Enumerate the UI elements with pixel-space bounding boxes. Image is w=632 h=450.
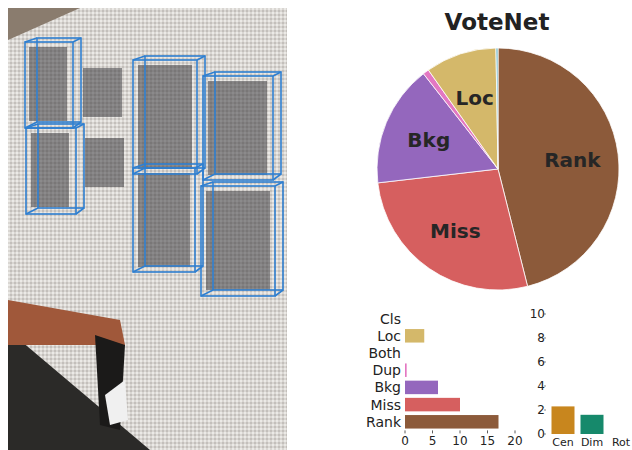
tick: [432, 430, 433, 433]
box: [215, 72, 281, 174]
box: [203, 76, 273, 180]
box: [133, 168, 195, 272]
tick-label: 6: [537, 355, 545, 369]
bar: [405, 415, 499, 429]
frame: [83, 68, 122, 117]
box: [213, 182, 283, 290]
category-label: Cls: [380, 311, 401, 327]
scene-image: [8, 8, 287, 450]
category-label: Cen: [552, 436, 573, 449]
bar: [581, 415, 604, 434]
frame: [138, 173, 190, 267]
box: [133, 60, 197, 174]
frame: [138, 65, 192, 169]
box: [145, 56, 205, 168]
bar: [405, 398, 460, 412]
box: [37, 38, 81, 122]
box-edge: [25, 38, 81, 128]
tick-label: 2: [537, 403, 545, 417]
tick: [487, 430, 488, 433]
bar: [405, 381, 438, 395]
box-edge: [26, 124, 84, 214]
bench: [8, 300, 125, 345]
frame: [85, 138, 124, 187]
bar: [405, 312, 406, 326]
tick-label: 15: [480, 434, 495, 448]
tick-label: 20: [507, 434, 522, 448]
floor-patch: [105, 380, 128, 425]
frame: [31, 133, 69, 207]
category-label: Loc: [377, 328, 401, 344]
box-edge: [203, 72, 281, 180]
box-edge: [133, 56, 205, 174]
bar: [552, 406, 575, 434]
tick-label: 4: [537, 379, 545, 393]
ceiling: [8, 8, 80, 40]
category-label: Rank: [366, 414, 402, 430]
wall: [8, 8, 287, 450]
bar: [405, 346, 406, 360]
title: VoteNet: [445, 9, 550, 35]
bars: [405, 329, 499, 429]
slice: [496, 48, 498, 169]
slice: [378, 169, 528, 290]
tick-label: 0: [401, 434, 409, 448]
slice-label: Rank: [544, 148, 601, 172]
bar: [405, 329, 424, 343]
scene-bg: [8, 8, 287, 450]
tick-label: 5: [429, 434, 437, 448]
tick: [460, 430, 461, 433]
tick: [405, 430, 406, 433]
box-edge: [201, 182, 283, 296]
tick-label: 10: [452, 434, 467, 448]
category-label: Dup: [372, 362, 401, 378]
frame: [206, 191, 270, 290]
box-edge: [133, 164, 203, 272]
vbar-chart: Cen Dim Rot 0 2 4 6 8 10: [530, 307, 631, 449]
tick: [515, 430, 516, 433]
category-label: Bkg: [374, 379, 401, 395]
box: [26, 128, 76, 214]
box: [201, 186, 275, 296]
bars: [552, 406, 604, 434]
slice-label: Miss: [430, 219, 481, 243]
category-label: Dim: [581, 436, 603, 449]
tick-label: 8: [537, 331, 545, 345]
box: [38, 124, 84, 208]
tick-label: 10: [530, 307, 545, 321]
tick-label: 0: [537, 427, 545, 441]
slice-label: Loc: [456, 86, 494, 110]
box: [145, 164, 203, 266]
hbar-chart: ClsLocBothDupBkg MissRank 0 5 10 15 20: [366, 311, 523, 449]
category-label: Rot: [612, 436, 631, 449]
category-label: Both: [368, 345, 401, 361]
bar: [610, 434, 632, 435]
bar: [405, 363, 407, 377]
slice-label: Bkg: [407, 128, 450, 152]
box: [25, 42, 73, 128]
category-label: Miss: [370, 397, 401, 413]
frame: [29, 47, 67, 121]
figure: VoteNetRankMissBkgLocClsLocBothDupBkgMis…: [0, 0, 632, 450]
frame: [208, 81, 267, 175]
